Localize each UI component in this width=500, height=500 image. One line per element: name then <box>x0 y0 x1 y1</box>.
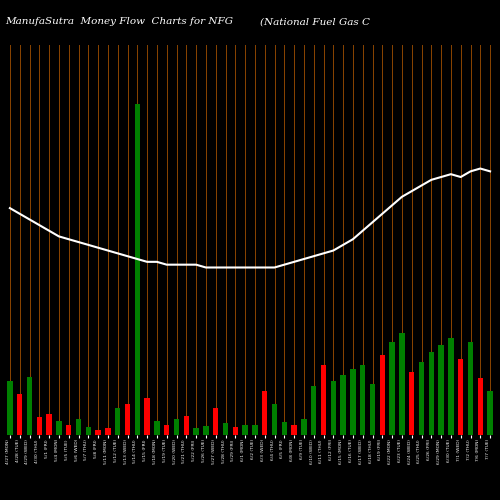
Bar <box>282 422 287 435</box>
Bar <box>105 428 110 435</box>
Bar <box>272 404 277 435</box>
Bar <box>115 408 120 435</box>
Bar <box>428 352 434 435</box>
Bar <box>458 359 464 435</box>
Bar <box>330 382 336 435</box>
Bar <box>252 425 258 435</box>
Bar <box>438 346 444 435</box>
Bar <box>27 376 32 435</box>
Bar <box>164 425 170 435</box>
Bar <box>409 372 414 435</box>
Bar <box>134 104 140 435</box>
Bar <box>360 365 366 435</box>
Bar <box>448 338 454 435</box>
Bar <box>488 391 493 435</box>
Text: (National Fuel Gas C: (National Fuel Gas C <box>260 18 370 26</box>
Bar <box>76 420 81 435</box>
Bar <box>174 420 179 435</box>
Bar <box>301 420 306 435</box>
Bar <box>86 427 91 435</box>
Bar <box>184 416 189 435</box>
Bar <box>125 404 130 435</box>
Bar <box>17 394 22 435</box>
Bar <box>380 355 385 435</box>
Bar <box>340 374 346 435</box>
Bar <box>66 425 71 435</box>
Bar <box>46 414 52 435</box>
Bar <box>194 428 199 435</box>
Bar <box>311 386 316 435</box>
Bar <box>154 422 160 435</box>
Bar <box>242 425 248 435</box>
Bar <box>7 382 12 435</box>
Bar <box>223 424 228 435</box>
Bar <box>478 378 483 435</box>
Bar <box>232 427 238 435</box>
Bar <box>213 408 218 435</box>
Bar <box>468 342 473 435</box>
Bar <box>350 368 356 435</box>
Bar <box>56 422 62 435</box>
Bar <box>370 384 375 435</box>
Bar <box>390 342 395 435</box>
Bar <box>203 426 208 435</box>
Bar <box>36 418 42 435</box>
Bar <box>419 362 424 435</box>
Bar <box>144 398 150 435</box>
Bar <box>399 332 404 435</box>
Bar <box>292 425 297 435</box>
Bar <box>321 365 326 435</box>
Bar <box>96 430 101 435</box>
Bar <box>262 391 268 435</box>
Text: ManufaSutra  Money Flow  Charts for NFG: ManufaSutra Money Flow Charts for NFG <box>5 18 233 26</box>
